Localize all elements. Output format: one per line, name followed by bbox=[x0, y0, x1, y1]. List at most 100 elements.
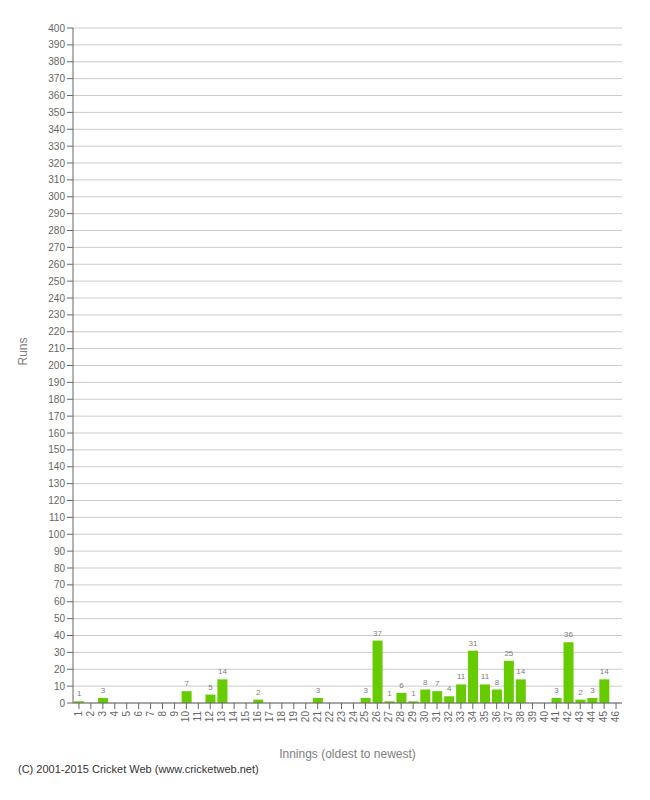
svg-text:36: 36 bbox=[564, 630, 573, 639]
svg-text:230: 230 bbox=[48, 309, 65, 320]
svg-text:6: 6 bbox=[399, 681, 404, 690]
svg-text:330: 330 bbox=[48, 141, 65, 152]
svg-text:4: 4 bbox=[109, 711, 120, 717]
svg-text:21: 21 bbox=[312, 711, 323, 723]
svg-text:14: 14 bbox=[218, 667, 227, 676]
svg-text:10: 10 bbox=[180, 711, 191, 723]
svg-text:3: 3 bbox=[363, 686, 368, 695]
svg-text:18: 18 bbox=[276, 711, 287, 723]
svg-text:40: 40 bbox=[54, 630, 66, 641]
svg-text:43: 43 bbox=[574, 711, 585, 723]
svg-text:100: 100 bbox=[48, 529, 65, 540]
svg-text:37: 37 bbox=[503, 711, 514, 723]
svg-text:400: 400 bbox=[48, 23, 65, 34]
svg-text:14: 14 bbox=[516, 667, 525, 676]
svg-text:25: 25 bbox=[360, 711, 371, 723]
svg-text:390: 390 bbox=[48, 39, 65, 50]
svg-text:80: 80 bbox=[54, 563, 66, 574]
svg-text:13: 13 bbox=[216, 711, 227, 723]
svg-text:270: 270 bbox=[48, 242, 65, 253]
svg-text:2: 2 bbox=[85, 711, 96, 717]
svg-text:34: 34 bbox=[467, 711, 478, 723]
svg-text:1: 1 bbox=[73, 711, 84, 717]
svg-text:9: 9 bbox=[169, 711, 180, 717]
svg-text:22: 22 bbox=[324, 711, 335, 723]
svg-text:260: 260 bbox=[48, 259, 65, 270]
svg-text:8: 8 bbox=[157, 711, 168, 717]
svg-text:38: 38 bbox=[515, 711, 526, 723]
svg-text:39: 39 bbox=[527, 711, 538, 723]
svg-text:170: 170 bbox=[48, 411, 65, 422]
svg-text:4: 4 bbox=[447, 684, 452, 693]
svg-text:25: 25 bbox=[504, 649, 513, 658]
svg-text:3: 3 bbox=[101, 686, 106, 695]
svg-text:Runs: Runs bbox=[16, 337, 30, 365]
svg-text:250: 250 bbox=[48, 276, 65, 287]
svg-text:29: 29 bbox=[407, 711, 418, 723]
svg-text:19: 19 bbox=[288, 711, 299, 723]
svg-text:26: 26 bbox=[371, 711, 382, 723]
svg-text:3: 3 bbox=[590, 686, 595, 695]
svg-text:1: 1 bbox=[77, 689, 82, 698]
svg-text:44: 44 bbox=[586, 711, 597, 723]
svg-text:210: 210 bbox=[48, 343, 65, 354]
svg-text:20: 20 bbox=[300, 711, 311, 723]
svg-text:70: 70 bbox=[54, 579, 66, 590]
svg-text:0: 0 bbox=[59, 698, 65, 709]
svg-text:370: 370 bbox=[48, 73, 65, 84]
svg-text:20: 20 bbox=[54, 664, 66, 675]
svg-text:42: 42 bbox=[562, 711, 573, 723]
svg-text:6: 6 bbox=[133, 711, 144, 717]
svg-text:17: 17 bbox=[264, 711, 275, 723]
svg-text:1: 1 bbox=[411, 689, 416, 698]
svg-text:2: 2 bbox=[256, 688, 261, 697]
svg-text:5: 5 bbox=[121, 711, 132, 717]
svg-text:27: 27 bbox=[383, 711, 394, 723]
svg-text:24: 24 bbox=[348, 711, 359, 723]
svg-text:340: 340 bbox=[48, 124, 65, 135]
svg-text:31: 31 bbox=[469, 639, 478, 648]
svg-text:14: 14 bbox=[228, 711, 239, 723]
svg-text:350: 350 bbox=[48, 107, 65, 118]
svg-text:110: 110 bbox=[49, 512, 65, 523]
svg-text:50: 50 bbox=[54, 613, 66, 624]
svg-text:200: 200 bbox=[48, 360, 65, 371]
svg-text:240: 240 bbox=[48, 293, 65, 304]
svg-text:180: 180 bbox=[48, 394, 65, 405]
svg-text:5: 5 bbox=[208, 683, 213, 692]
svg-text:3: 3 bbox=[554, 686, 559, 695]
svg-text:12: 12 bbox=[204, 711, 215, 723]
svg-text:320: 320 bbox=[48, 158, 65, 169]
svg-text:15: 15 bbox=[240, 711, 251, 723]
svg-text:23: 23 bbox=[336, 711, 347, 723]
svg-text:300: 300 bbox=[48, 191, 65, 202]
svg-text:37: 37 bbox=[373, 629, 382, 638]
svg-text:360: 360 bbox=[48, 90, 65, 101]
svg-text:2: 2 bbox=[578, 688, 583, 697]
svg-text:220: 220 bbox=[48, 326, 65, 337]
svg-text:41: 41 bbox=[550, 711, 561, 723]
svg-text:280: 280 bbox=[48, 225, 65, 236]
svg-text:60: 60 bbox=[54, 596, 66, 607]
svg-text:14: 14 bbox=[600, 667, 609, 676]
svg-text:16: 16 bbox=[252, 711, 263, 723]
svg-text:10: 10 bbox=[54, 681, 66, 692]
svg-text:46: 46 bbox=[610, 711, 621, 723]
svg-text:90: 90 bbox=[54, 546, 66, 557]
svg-text:Innings (oldest to newest): Innings (oldest to newest) bbox=[279, 747, 416, 761]
svg-text:40: 40 bbox=[539, 711, 550, 723]
svg-text:32: 32 bbox=[443, 711, 454, 723]
svg-text:31: 31 bbox=[431, 711, 442, 723]
svg-text:28: 28 bbox=[395, 711, 406, 723]
svg-text:140: 140 bbox=[48, 461, 65, 472]
svg-text:190: 190 bbox=[48, 377, 65, 388]
svg-text:120: 120 bbox=[48, 495, 65, 506]
svg-text:45: 45 bbox=[598, 711, 609, 723]
svg-text:130: 130 bbox=[48, 478, 65, 489]
svg-text:160: 160 bbox=[48, 428, 65, 439]
svg-text:30: 30 bbox=[54, 647, 66, 658]
svg-text:3: 3 bbox=[97, 711, 108, 717]
svg-text:33: 33 bbox=[455, 711, 466, 723]
svg-text:1: 1 bbox=[387, 689, 392, 698]
svg-text:310: 310 bbox=[48, 174, 65, 185]
